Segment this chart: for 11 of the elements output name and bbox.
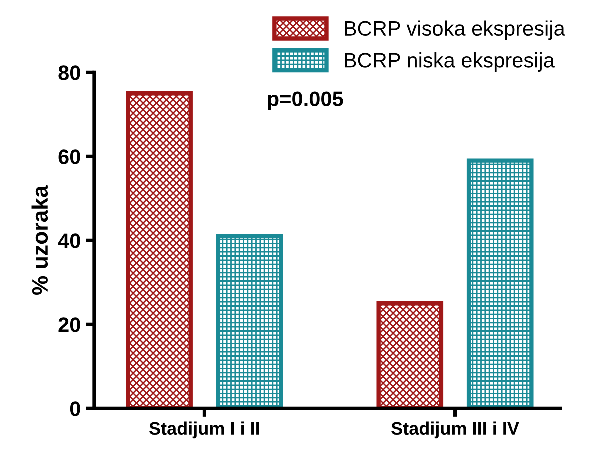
y-tick-label: 80	[58, 66, 80, 80]
y-tick-label: 0	[70, 402, 80, 416]
legend-label: BCRP niska ekspresija	[345, 52, 555, 72]
y-tick-label: 20	[58, 318, 80, 332]
x-tick-label: Stadijum III i IV	[392, 422, 520, 439]
y-tick-label: 60	[58, 150, 80, 164]
y-axis-title: % uzoraka	[32, 186, 48, 296]
y-tick-label: 40	[58, 234, 80, 248]
annotation: p=0.005	[268, 92, 344, 111]
legend-label: BCRP visoka ekspresija	[345, 20, 566, 40]
x-tick-label: Stadijum I i II	[150, 422, 260, 439]
